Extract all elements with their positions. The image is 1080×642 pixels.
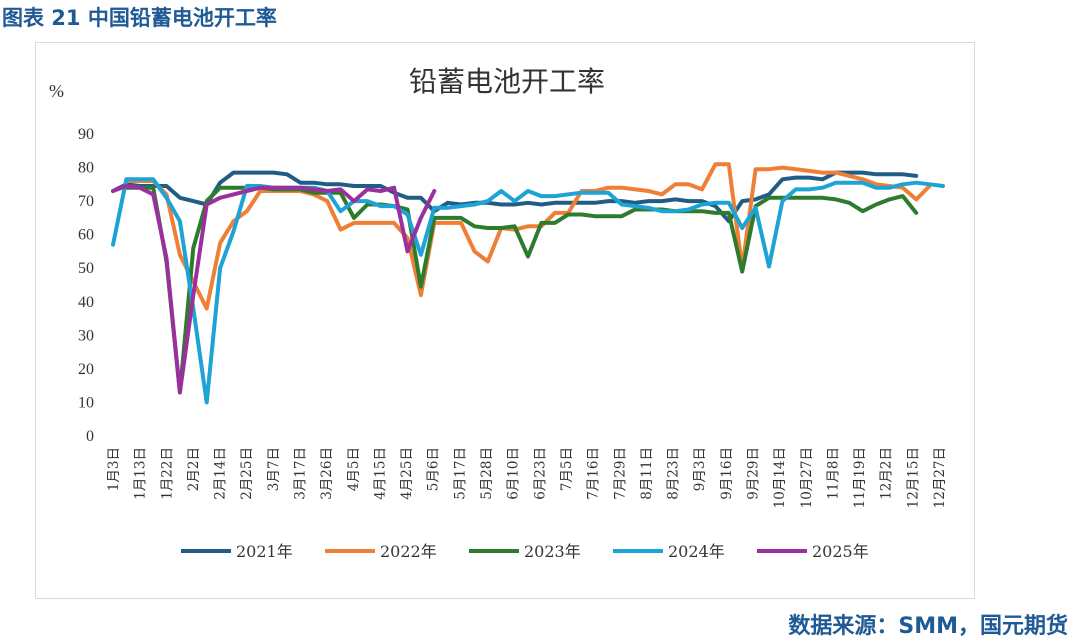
x-tick-label: 7月29日	[612, 447, 628, 500]
y-tick-label: 10	[78, 394, 94, 411]
y-tick-label: 50	[78, 260, 94, 277]
x-tick-label: 5月6日	[426, 447, 442, 491]
y-tick-label: 20	[78, 361, 94, 378]
y-tick-label: 70	[78, 193, 94, 210]
series-line-0	[111, 170, 919, 224]
series-line-3	[111, 177, 945, 405]
x-axis-ticks: 1月3日 1月13日 1月22日 2月2日 2月14日 2月25日 3月7日 3月17日 3月2…	[106, 447, 948, 508]
figure-heading: 图表 21 中国铅蓄电池开工率	[2, 6, 277, 30]
x-tick-label: 4月5日	[346, 447, 362, 491]
x-tick-label: 1月22日	[159, 447, 175, 500]
x-tick-label: 1月13日	[133, 447, 149, 500]
x-tick-label: 5月28日	[479, 447, 495, 500]
x-tick-label: 7月16日	[586, 447, 602, 500]
y-tick-label: 90	[78, 126, 94, 143]
chart-title: 铅蓄电池开工率	[409, 65, 605, 98]
x-tick-label: 3月26日	[319, 447, 335, 500]
x-tick-label: 11月19日	[852, 447, 868, 508]
y-tick-label: 30	[78, 327, 94, 344]
x-tick-label: 10月27日	[799, 447, 815, 508]
x-tick-label: 9月29日	[745, 447, 761, 500]
legend-label: 2021年	[236, 542, 293, 561]
chart-frame: 铅蓄电池开工率 % 0 10 20 30 40 50 60 70 80 90 1月3日 1月13日 1…	[35, 42, 975, 599]
y-axis-ticks: 0 10 20 30 40 50 60 70 80 90	[78, 126, 94, 445]
series-line-1	[124, 162, 932, 311]
x-tick-label: 11月8日	[825, 447, 841, 500]
x-tick-label: 6月23日	[532, 447, 548, 500]
x-tick-label: 2月14日	[213, 447, 229, 500]
x-tick-label: 9月3日	[692, 447, 708, 491]
y-axis-unit: %	[49, 81, 64, 101]
y-tick-label: 0	[86, 428, 94, 445]
x-tick-label: 2月25日	[239, 447, 255, 500]
x-tick-label: 10月14日	[772, 447, 788, 508]
x-tick-label: 12月27日	[932, 447, 948, 508]
x-tick-label: 4月15日	[372, 447, 388, 500]
x-tick-label: 7月5日	[559, 447, 575, 491]
x-tick-label: 1月3日	[106, 447, 122, 491]
x-tick-label: 6月10日	[506, 447, 522, 500]
x-tick-label: 5月17日	[452, 447, 468, 500]
x-tick-label: 9月16日	[719, 447, 735, 500]
x-tick-label: 8月11日	[639, 447, 655, 500]
x-tick-label: 3月17日	[293, 447, 309, 500]
legend-label: 2025年	[812, 542, 869, 561]
y-tick-label: 80	[78, 160, 94, 177]
x-tick-label: 8月23日	[666, 447, 682, 500]
legend-label: 2023年	[524, 542, 581, 561]
series-line-4	[111, 184, 437, 395]
source-note: 数据来源：SMM，国元期货	[788, 614, 1068, 639]
series-line-2	[124, 185, 919, 395]
x-tick-label: 12月2日	[879, 447, 895, 500]
x-tick-label: 3月7日	[266, 447, 282, 491]
legend-label: 2022年	[380, 542, 437, 561]
y-tick-label: 40	[78, 294, 94, 311]
x-tick-label: 2月2日	[186, 447, 202, 491]
series-lines	[111, 162, 945, 405]
legend: 2021年 2022年 2023年 2024年 2025年	[181, 542, 869, 561]
x-tick-label: 12月15日	[905, 447, 921, 508]
x-tick-label: 4月25日	[399, 447, 415, 500]
y-tick-label: 60	[78, 227, 94, 244]
legend-label: 2024年	[668, 542, 725, 561]
